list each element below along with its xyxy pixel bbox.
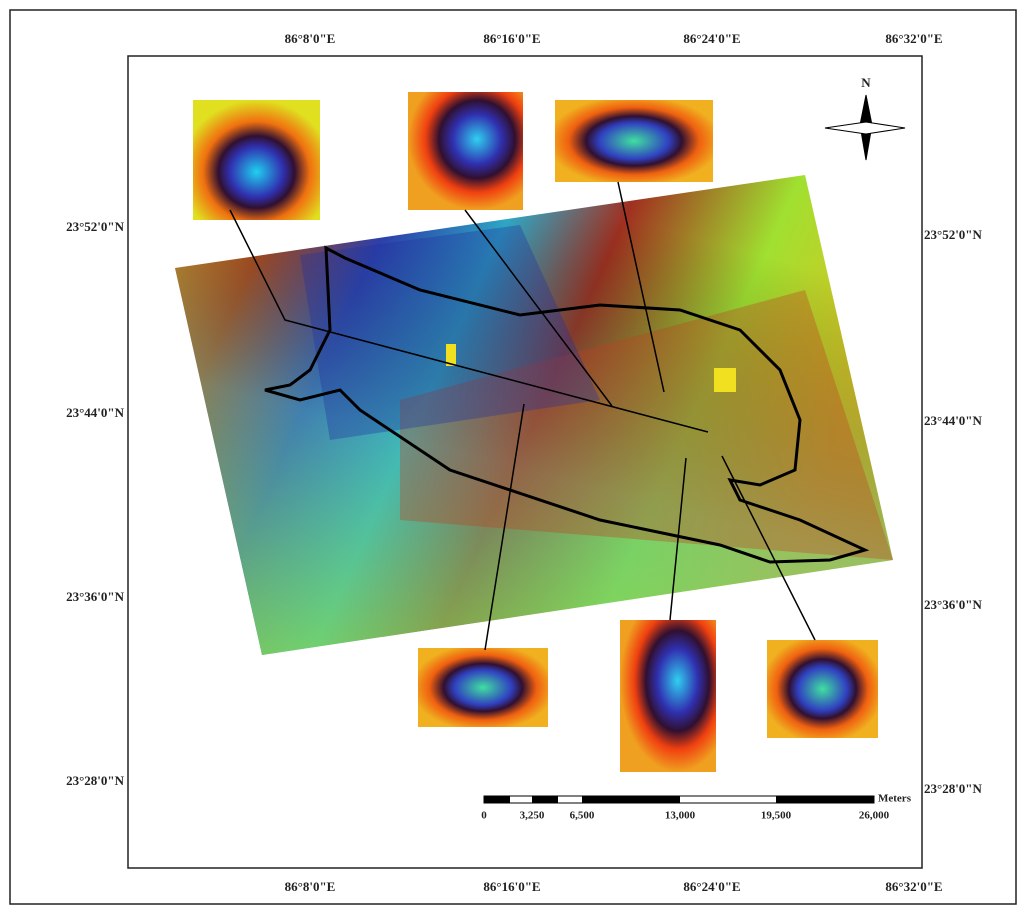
right-lat-label: 23°36'0"N [924, 597, 983, 612]
bottom-lon-label: 86°8'0"E [285, 879, 336, 894]
north-label: N [861, 75, 871, 90]
left-lat-label: 23°36'0"N [66, 589, 125, 604]
scale-label: 13,000 [665, 810, 696, 822]
right-lat-label: 23°28'0"N [924, 781, 983, 796]
right-lat-label: 23°44'0"N [924, 413, 983, 428]
right-lat-label: 23°52'0"N [924, 227, 983, 242]
top-lon-label: 86°16'0"E [483, 31, 540, 46]
scale-bar [484, 796, 874, 803]
top-lon-label: 86°8'0"E [285, 31, 336, 46]
top-lon-label: 86°24'0"E [683, 31, 740, 46]
scale-unit: Meters [878, 793, 912, 805]
scale-label: 26,000 [859, 810, 890, 822]
scale-label: 3,250 [520, 810, 545, 822]
marker [714, 368, 736, 392]
scale-label: 19,500 [761, 810, 792, 822]
bottom-lon-label: 86°32'0"E [885, 879, 942, 894]
bottom-lon-label: 86°24'0"E [683, 879, 740, 894]
left-lat-label: 23°44'0"N [66, 405, 125, 420]
map-figure: N 86°8'0"E 86°8'0"E 86°16'0"E 86°16'0"E 86°2… [0, 0, 1026, 914]
scale-label: 6,500 [570, 810, 595, 822]
top-lon-label: 86°32'0"E [885, 31, 942, 46]
bottom-lon-label: 86°16'0"E [483, 879, 540, 894]
left-lat-label: 23°52'0"N [66, 219, 125, 234]
scale-label: 0 [481, 810, 487, 822]
left-lat-label: 23°28'0"N [66, 773, 125, 788]
